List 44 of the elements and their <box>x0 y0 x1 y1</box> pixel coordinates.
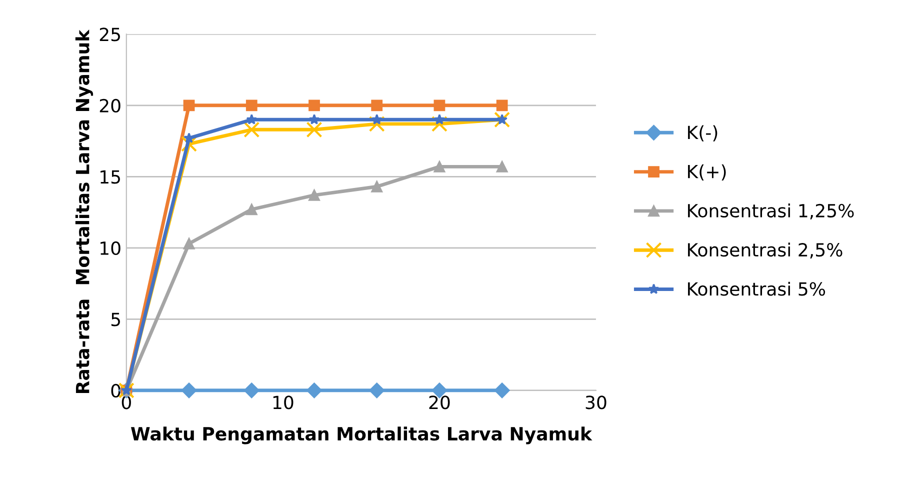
x-axis-title: Waktu Pengamatan Mortalitas Larva Nyamuk <box>130 426 592 444</box>
point <box>434 100 446 112</box>
point <box>308 100 320 112</box>
y-tick-label: 25 <box>100 28 120 42</box>
y-tick-label: 20 <box>100 98 120 113</box>
point <box>371 100 383 112</box>
y-tick-label: 5 <box>111 312 120 326</box>
x-tick-label: 20 <box>429 396 450 410</box>
point <box>494 112 510 128</box>
legend-label: Konsentrasi 2,5% <box>688 242 842 258</box>
legend-label: Konsentrasi 1,25% <box>688 204 854 220</box>
point <box>183 100 195 112</box>
point <box>181 136 198 152</box>
point <box>494 382 510 398</box>
point <box>308 114 320 124</box>
point <box>434 114 445 124</box>
x-tick-label: 10 <box>273 396 294 410</box>
legend-label: Konsentrasi 5% <box>688 282 826 296</box>
y-tick-label: 15 <box>100 170 120 184</box>
point <box>246 204 258 216</box>
point <box>181 382 197 398</box>
point <box>244 382 260 398</box>
point <box>184 132 194 143</box>
point <box>246 100 258 112</box>
point <box>183 238 195 250</box>
point <box>306 382 322 398</box>
point <box>246 114 258 124</box>
legend-label: K(-) <box>688 125 718 142</box>
point <box>369 382 385 398</box>
point <box>244 122 260 138</box>
x-tick-label: 30 <box>586 396 606 410</box>
point <box>308 189 320 201</box>
point <box>431 116 448 132</box>
legend-label: K(+) <box>688 164 726 180</box>
point <box>368 116 385 132</box>
point <box>306 122 322 138</box>
y-axis-title: Rata-rata Mortalitas Larva Nyamuk <box>75 30 94 393</box>
y-tick-label: 10 <box>100 241 120 256</box>
point <box>434 160 446 172</box>
point <box>371 114 382 124</box>
point <box>496 160 508 172</box>
point <box>496 114 508 124</box>
point <box>496 100 508 112</box>
point <box>371 180 383 192</box>
